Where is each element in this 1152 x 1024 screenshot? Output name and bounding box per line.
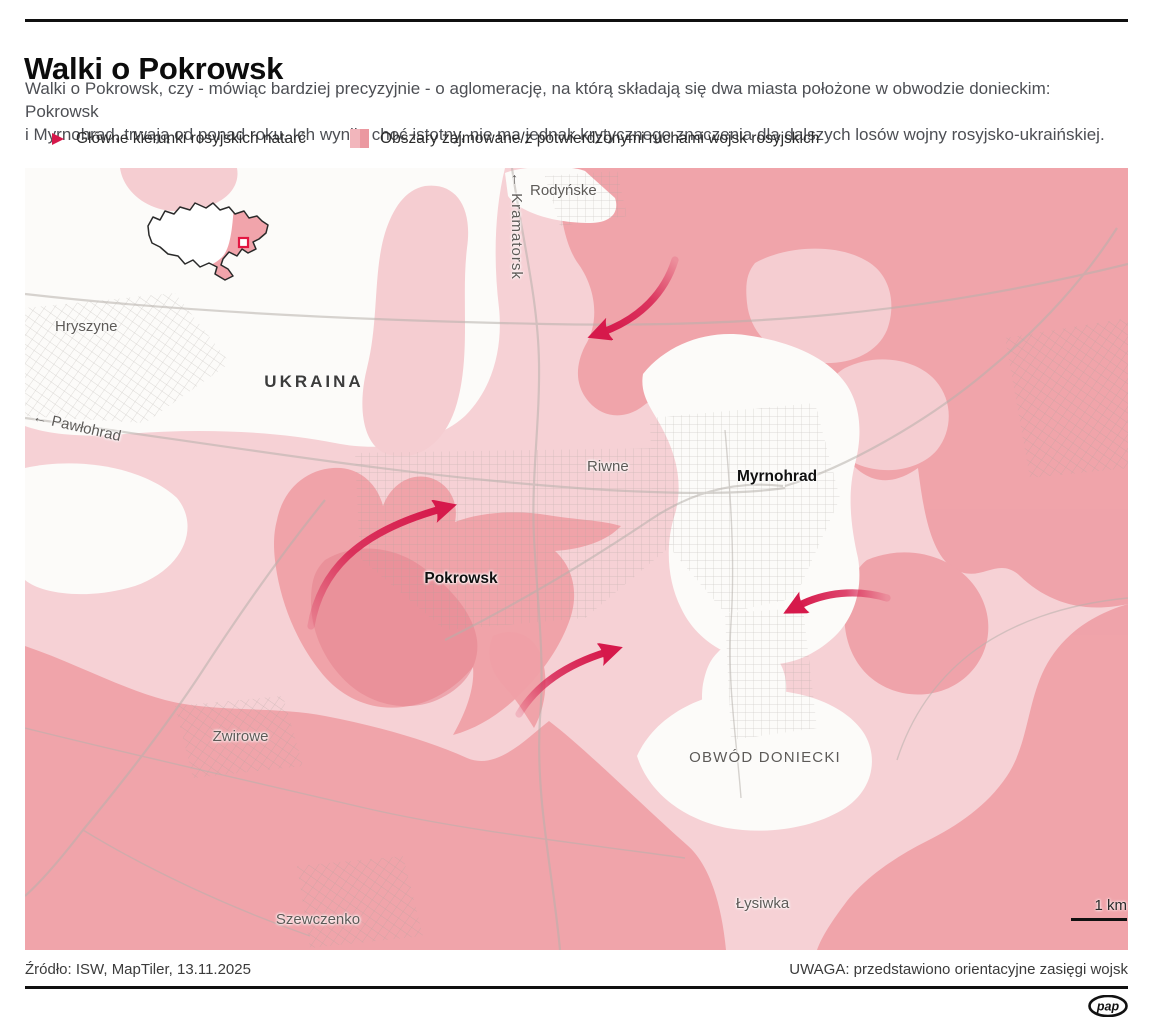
occupied-area-east-band <box>817 604 1128 950</box>
grid-szewczenko <box>297 856 423 948</box>
page-title: Walki o Pokrowsk <box>24 50 284 86</box>
map-label-ukraina: UKRAINA <box>264 372 364 391</box>
grid-rodynske <box>545 171 627 226</box>
road-kramatorsk <box>510 168 562 950</box>
light-area-top-edge <box>120 168 238 212</box>
roads-layer <box>25 168 1128 950</box>
grid-zwirowe <box>175 696 303 778</box>
pap-logo: pap <box>1088 995 1128 1017</box>
road-west-east <box>25 262 1128 326</box>
map-scale: 1 km <box>1043 897 1127 921</box>
source-note: Źródło: ISW, MapTiler, 13.11.2025 <box>25 961 251 978</box>
grid-myrnohrad <box>650 403 840 613</box>
disclaimer-note: UWAGA: przedstawiono orientacyjne zasięg… <box>789 961 1128 978</box>
battle-map: Rodyńske ← Kramatorsk Hryszyne UKRAINA ←… <box>25 168 1128 950</box>
pap-logo-text: pap <box>1096 1000 1120 1014</box>
attack-arrows-layer <box>307 256 891 718</box>
intro-text: Walki o Pokrowsk, czy - mówiąc bardziej … <box>25 77 1125 146</box>
road-bottom-left <box>82 829 311 937</box>
map-label-kramatorsk: ← Kramatorsk <box>508 172 525 280</box>
area-swatch-icon <box>350 129 370 148</box>
road-south-rural <box>25 727 686 859</box>
legend: Główne kierunki rosyjskich natarć Obszar… <box>31 129 819 148</box>
road-southwest <box>25 499 326 897</box>
grid-pokrowsk <box>355 448 680 630</box>
attack-arrow-icon <box>31 132 64 145</box>
inset-area-marker-icon <box>237 236 250 249</box>
map-label-myrnohrad: Myrnohrad <box>736 468 818 485</box>
road-east <box>896 597 1128 761</box>
legend-item-attacks: Główne kierunki rosyjskich natarć <box>31 130 306 148</box>
light-lobe-north-of-myrnohrad <box>746 248 892 364</box>
road-pawlohrad <box>25 416 786 495</box>
occupied-area-east-of-myrnohrad <box>844 552 989 695</box>
grid-myrnohrad-south <box>725 608 817 740</box>
legend-attacks-label: Główne kierunki rosyjskich natarć <box>76 129 307 147</box>
intro-line-1: Walki o Pokrowsk, czy - mówiąc bardziej … <box>25 79 1051 121</box>
map-label-obwod-doniecki: OBWÓD DONIECKI <box>689 749 841 766</box>
attack-arrow-pokrowsk <box>307 509 441 630</box>
legend-item-areas: Obszary zajmowane/z potwierdzonymi rucha… <box>350 129 819 148</box>
map-label-hryszyne: Hryszyne <box>55 318 118 335</box>
legend-areas-label: Obszary zajmowane/z potwierdzonymi rucha… <box>380 129 820 147</box>
intro-line-2: i Myrnohrad, trwają od ponad roku. Ich w… <box>25 125 1105 144</box>
attack-arrow-south <box>515 652 607 718</box>
map-label-lysiwka: Łysiwka <box>735 895 790 912</box>
attack-arrow-east <box>798 589 891 606</box>
attack-arrow-north <box>603 256 679 332</box>
map-scale-bar <box>1071 918 1127 921</box>
inset-ukraine-border <box>147 202 269 281</box>
map-label-pokrowsk: Pokrowsk <box>424 570 498 587</box>
map-label-riwne: Riwne <box>587 458 629 475</box>
grid-hryszyne <box>25 293 230 423</box>
map-label-zwirowe: Zwirowe <box>212 728 269 745</box>
occupied-claw-southeast-pokrowsk <box>489 632 546 728</box>
map-scale-label: 1 km <box>1094 897 1127 914</box>
grid-northeast <box>1005 318 1128 478</box>
city-street-grids <box>25 171 1128 948</box>
map-label-szewczenko: Szewczenko <box>275 911 361 928</box>
road-northeast <box>784 227 1118 488</box>
map-canvas <box>25 168 1128 950</box>
white-zone-west-bay <box>25 463 188 595</box>
road-myrnohrad-vertical <box>724 429 742 799</box>
bottom-rule <box>25 986 1128 989</box>
top-rule <box>25 19 1128 22</box>
map-label-rodynske: Rodyńske <box>530 182 597 199</box>
